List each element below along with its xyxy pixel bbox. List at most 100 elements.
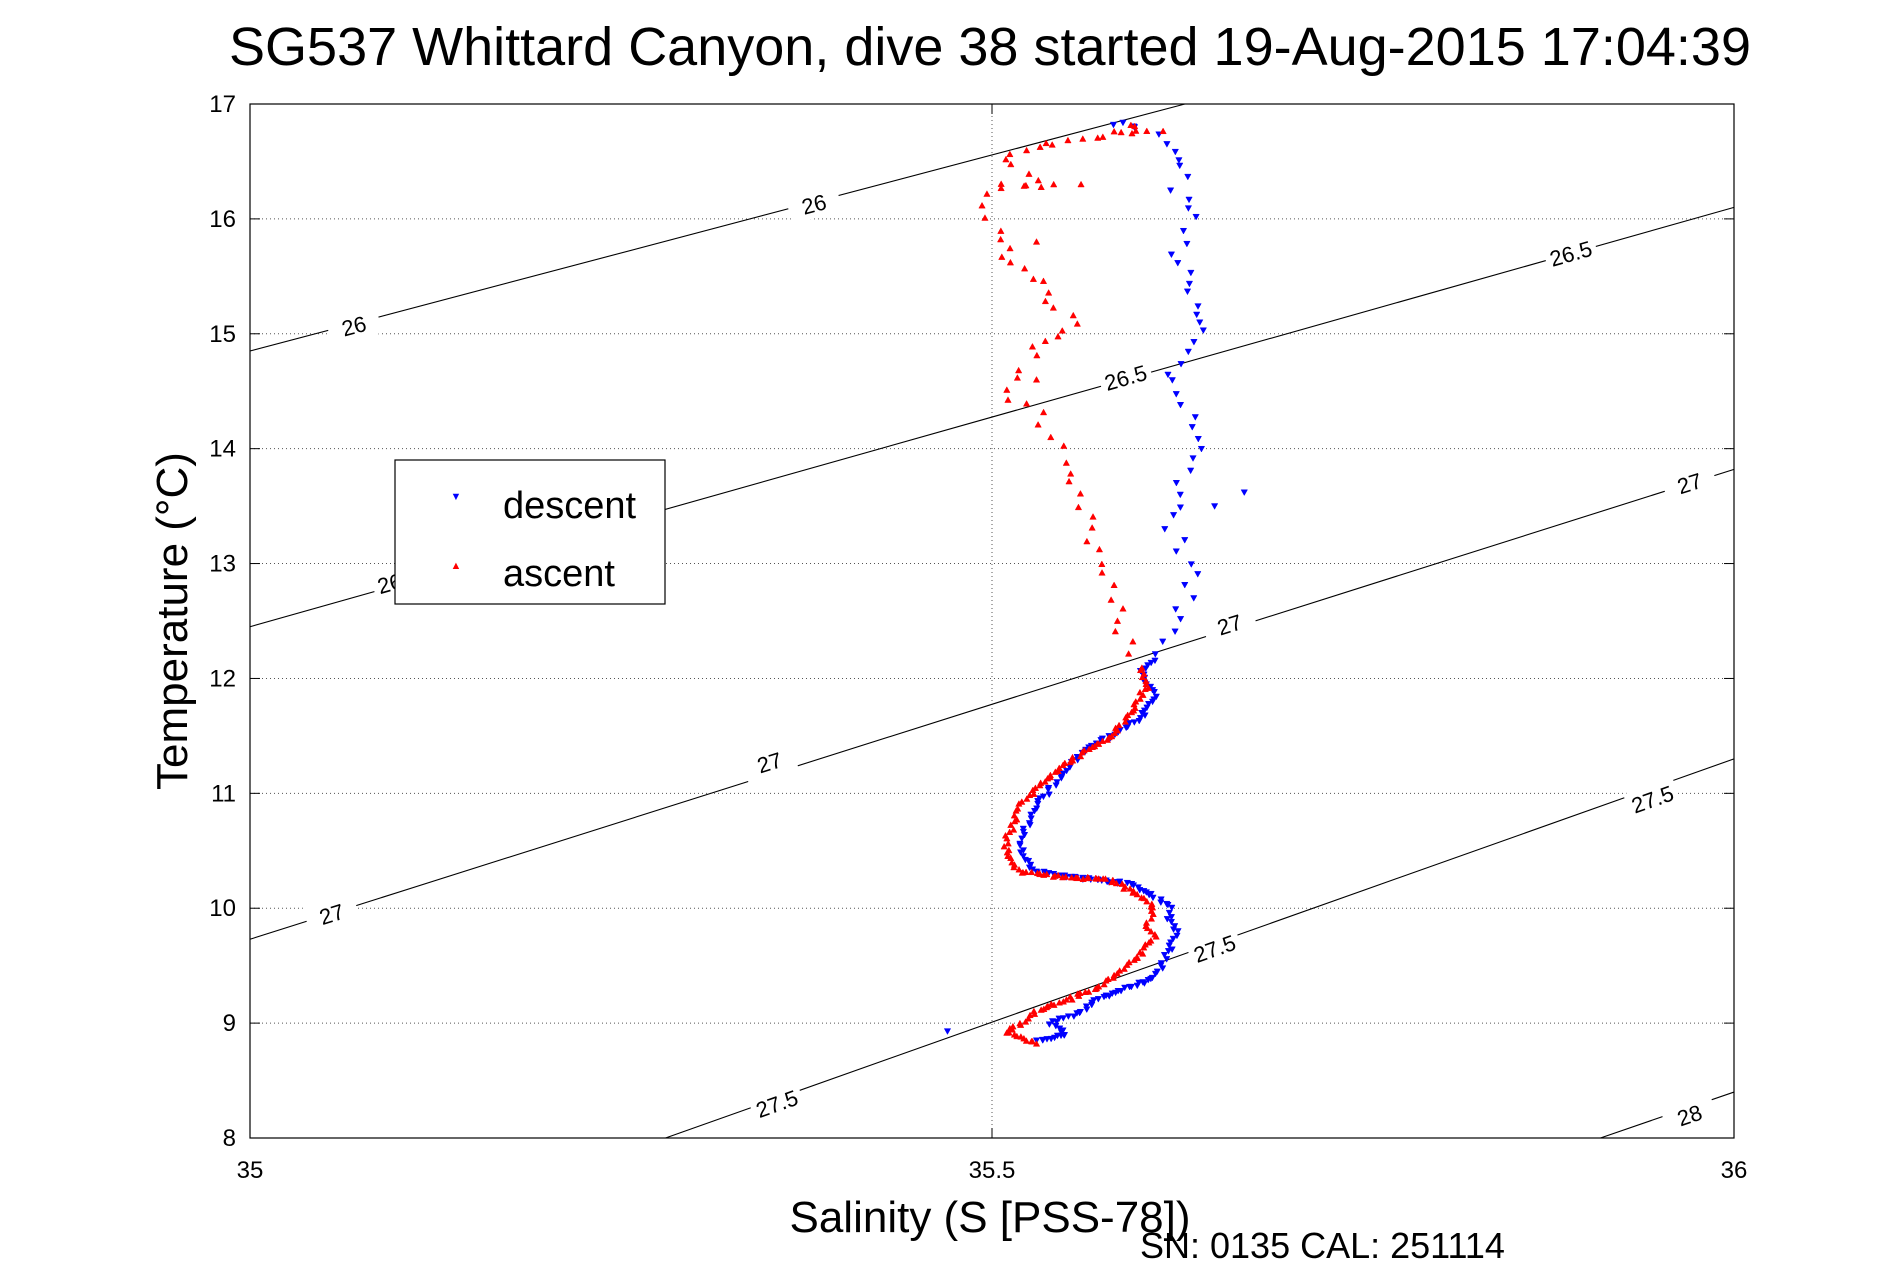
- ascent-point: [1129, 637, 1137, 645]
- ascent-point: [997, 235, 1005, 243]
- isopycnal-label-group: 27: [1200, 603, 1259, 646]
- isopycnal-label-group: 27: [740, 741, 799, 784]
- ascent-point: [1045, 289, 1053, 296]
- descent-point: [1171, 148, 1179, 156]
- isopycnal-label-group: 26: [785, 183, 843, 225]
- descent-point: [1172, 391, 1180, 398]
- ascent-point: [1051, 768, 1060, 775]
- ascent-point: [1118, 880, 1126, 887]
- descent-point: [1194, 303, 1202, 310]
- descent-point: [1027, 811, 1035, 819]
- ascent-point: [1140, 894, 1148, 902]
- descent-point: [1034, 800, 1042, 808]
- descent-point: [1196, 319, 1204, 327]
- descent-point: [1167, 251, 1176, 259]
- ascent-point: [1017, 1021, 1025, 1028]
- ascent-point: [1130, 956, 1138, 963]
- ascent-point: [1004, 839, 1012, 847]
- descent-point: [1187, 467, 1195, 475]
- descent-point: [1164, 371, 1172, 379]
- descent-point: [1172, 548, 1180, 555]
- ascent-point: [1008, 1025, 1016, 1033]
- ascent-point: [1136, 688, 1144, 696]
- ascent-point: [1044, 774, 1052, 782]
- ascent-point: [1088, 743, 1097, 750]
- descent-point: [1176, 491, 1184, 499]
- ascent-point: [1145, 938, 1153, 946]
- ascent-point: [1022, 400, 1031, 407]
- ascent-point: [1110, 127, 1118, 135]
- descent-point: [1199, 327, 1207, 334]
- isopycnal-label-group: 26.5: [1096, 356, 1155, 398]
- x-tick-label: 35.5: [969, 1157, 1016, 1184]
- descent-point: [1057, 775, 1065, 782]
- descent-point: [1176, 616, 1185, 623]
- ascent-point: [978, 201, 986, 209]
- ascent-point: [1022, 146, 1031, 154]
- isopycnal-label-group: 26: [325, 305, 383, 346]
- descent-point: [1171, 923, 1179, 930]
- ascent-point: [1003, 834, 1011, 842]
- ascent-point: [1037, 183, 1045, 190]
- ascent-point: [1029, 275, 1038, 282]
- isopycnal-label-group: 27: [1660, 461, 1719, 505]
- ascent-point: [1095, 875, 1103, 882]
- descent-point: [1144, 701, 1153, 708]
- ascent-point: [1028, 342, 1037, 350]
- descent-point: [1187, 561, 1195, 568]
- descent-point: [1083, 1006, 1091, 1014]
- descent-point: [1172, 480, 1181, 487]
- ascent-point: [1139, 950, 1147, 957]
- ascent-point: [1011, 817, 1019, 825]
- descent-point: [1185, 280, 1194, 288]
- ascent-point: [1127, 708, 1136, 716]
- ascent-point: [1037, 1006, 1045, 1013]
- ascent-point: [1095, 545, 1104, 553]
- descent-point: [1151, 970, 1160, 978]
- descent-point: [1100, 993, 1108, 1001]
- ascent-point: [1069, 311, 1077, 319]
- ascent-point: [1003, 386, 1011, 393]
- ascent-point: [1136, 695, 1144, 702]
- descent-point: [1018, 835, 1026, 843]
- ascent-point: [1033, 351, 1041, 359]
- ascent-point: [1159, 127, 1167, 135]
- ascent-point: [1098, 560, 1106, 567]
- descent-point: [1159, 965, 1167, 972]
- descent-point: [1190, 339, 1198, 346]
- descent-point: [1176, 402, 1185, 409]
- ascent-point: [1143, 897, 1151, 905]
- descent-point: [1185, 196, 1193, 204]
- descent-point: [1122, 724, 1130, 732]
- ascent-point: [1113, 617, 1122, 624]
- descent-point: [1151, 651, 1159, 658]
- ascent-point: [1110, 729, 1119, 737]
- descent-point: [1179, 227, 1188, 235]
- ascent-point: [1000, 842, 1008, 850]
- descent-point: [1166, 187, 1175, 195]
- ascent-point: [1027, 1037, 1036, 1045]
- ascent-point: [1075, 992, 1083, 999]
- ascent-point: [1073, 320, 1081, 327]
- ascent-point: [1010, 826, 1018, 833]
- ascent-point: [1136, 666, 1145, 674]
- isopycnal-label-bg: [1660, 1093, 1719, 1137]
- ascent-point: [1060, 442, 1068, 449]
- ascent-point: [1005, 828, 1014, 835]
- ascent-point: [1111, 627, 1119, 635]
- legend: ▼ descent ▲ ascent: [394, 459, 666, 605]
- descent-point: [1130, 719, 1138, 726]
- descent-point: [1169, 935, 1177, 943]
- ascent-point: [1039, 277, 1048, 284]
- ascent-point: [1147, 915, 1156, 922]
- ascent-point: [1115, 721, 1123, 729]
- descent-point: [1187, 269, 1195, 277]
- isopycnal-label: 26.5: [1547, 236, 1595, 272]
- ascent-point: [1006, 258, 1015, 266]
- ascent-point: [1079, 135, 1087, 142]
- ascent-point: [1032, 376, 1041, 383]
- ascent-point: [983, 190, 991, 197]
- ascent-point: [1139, 691, 1147, 698]
- descent-point: [1144, 977, 1152, 984]
